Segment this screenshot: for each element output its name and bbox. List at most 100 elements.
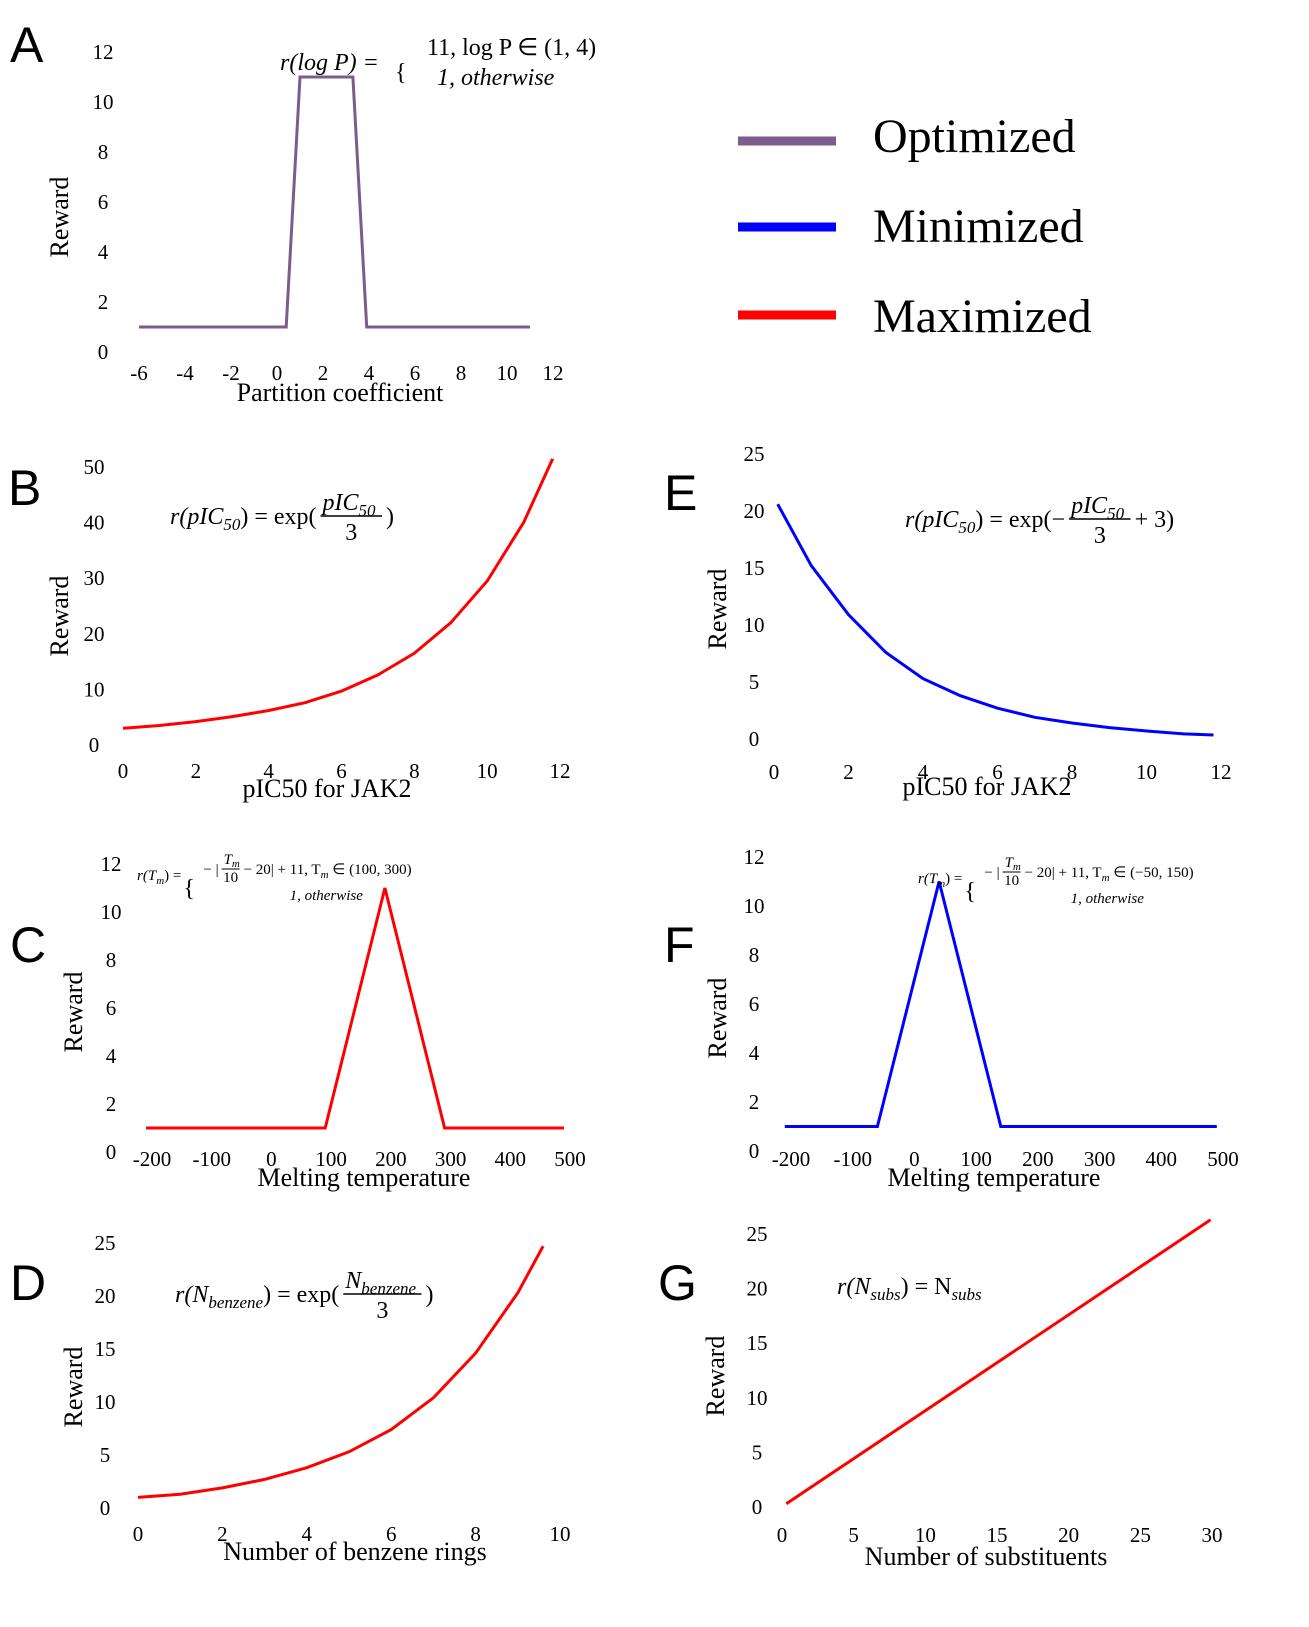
formula-brace: { — [183, 876, 195, 902]
y-tick-label: 5 — [752, 1440, 763, 1464]
formula-end: + 3) — [1135, 507, 1175, 533]
formula-lhs: r(log P) = — [280, 50, 379, 76]
x-tick-label: 100 — [960, 1147, 992, 1171]
y-axis-label: Reward — [45, 576, 74, 657]
x-tick-label: 4 — [364, 361, 375, 385]
x-tick-label: 8 — [409, 759, 420, 783]
x-tick-label: 12 — [1211, 760, 1232, 784]
formula-case-2: 1, otherwise — [1071, 891, 1145, 907]
formula-frac-num: Tm — [1005, 855, 1021, 873]
formula-case-2: 1, otherwise — [437, 65, 555, 91]
x-tick-label: 25 — [1130, 1523, 1151, 1547]
x-tick-label: -100 — [192, 1147, 231, 1171]
formula-lhs: r(Nbenzene) = exp( — [175, 1282, 339, 1312]
x-tick-label: 300 — [435, 1147, 467, 1171]
formula-brace: { — [395, 60, 407, 86]
y-tick-label: 5 — [749, 670, 760, 694]
legend: Optimized Minimized Maximized — [738, 110, 1092, 343]
x-tick-label: -100 — [833, 1147, 872, 1171]
x-axis-label: Partition coefficient — [237, 378, 445, 407]
y-tick-label: 6 — [749, 992, 760, 1016]
formula-end: ) — [426, 1282, 434, 1308]
x-tick-label: 0 — [266, 1147, 277, 1171]
y-axis-label: Reward — [59, 972, 88, 1053]
y-tick-label: 20 — [747, 1277, 768, 1301]
formula-case-1: 11, log P ∈ (1, 4) — [427, 35, 596, 61]
y-tick-label: 10 — [747, 1386, 768, 1410]
series-line — [122, 458, 555, 730]
x-tick-label: 0 — [272, 361, 283, 385]
x-tick-label: 10 — [477, 759, 498, 783]
x-tick-label: 8 — [456, 361, 467, 385]
y-tick-label: 15 — [747, 1331, 768, 1355]
y-tick-label: 40 — [84, 511, 105, 535]
x-tick-label: 200 — [375, 1147, 407, 1171]
legend-label-minimized: Minimized — [873, 200, 1084, 253]
series-line — [776, 503, 1214, 737]
panel-letter-d: D — [10, 1255, 46, 1311]
formula-case-1b: − 20| + 11, Tm ∈ (−50, 150) — [1025, 865, 1194, 884]
x-tick-label: 2 — [318, 361, 329, 385]
x-tick-label: 5 — [848, 1523, 859, 1547]
series-line — [784, 881, 1217, 1128]
formula-frac-den: 10 — [1004, 873, 1019, 889]
y-tick-label: 25 — [747, 1222, 768, 1246]
chart-panel-g: 0 5 10 15 20 25 30 0 5 10 15 20 25 Number of substitu… — [701, 1218, 1223, 1571]
panel-letter-c: C — [10, 917, 46, 973]
x-tick-label: 10 — [550, 1522, 571, 1546]
series-line — [146, 887, 564, 1130]
y-tick-label: 30 — [84, 566, 105, 590]
x-tick-label: 300 — [1084, 1147, 1116, 1171]
y-tick-label: 8 — [106, 948, 117, 972]
x-tick-label: 10 — [915, 1523, 936, 1547]
chart-panel-a: -6 -4 -2 0 2 4 6 8 10 12 0 2 4 6 8 10 12 Partition coeffi… — [45, 35, 596, 407]
formula-lhs: r(Tm) = — [918, 871, 962, 890]
y-tick-label: 0 — [100, 1496, 111, 1520]
y-tick-label: 20 — [84, 622, 105, 646]
y-axis-label: Reward — [703, 569, 732, 650]
chart-panel-b: 0 2 4 6 8 10 12 0 10 20 30 40 50 pIC50 for JAK2 Reward… — [45, 455, 571, 803]
panel-letter-g: G — [658, 1255, 697, 1311]
y-tick-label: 5 — [100, 1443, 111, 1467]
x-tick-label: 8 — [470, 1522, 481, 1546]
x-axis-label: Melting temperature — [258, 1163, 471, 1192]
y-axis-label: Reward — [45, 177, 74, 258]
formula-lhs: r(Tm) = — [137, 868, 181, 887]
y-tick-label: 15 — [744, 556, 765, 580]
x-tick-label: 20 — [1058, 1523, 1079, 1547]
y-tick-label: 10 — [744, 613, 765, 637]
x-tick-label: 0 — [133, 1522, 144, 1546]
y-tick-label: 50 — [84, 455, 105, 479]
x-tick-label: 10 — [1136, 760, 1157, 784]
y-tick-label: 12 — [101, 852, 122, 876]
x-tick-label: 400 — [1146, 1147, 1178, 1171]
y-axis-label: Reward — [703, 978, 732, 1059]
formula-brace: { — [964, 879, 976, 905]
x-tick-label: 2 — [191, 759, 202, 783]
formula-numerator: pIC50 — [1069, 493, 1125, 523]
x-tick-label: 200 — [1022, 1147, 1054, 1171]
y-tick-label: 2 — [106, 1092, 117, 1116]
formula-case-1a: − | — [984, 865, 999, 881]
chart-panel-d: 0 2 4 6 8 10 0 5 10 15 20 25 Number of benzene rings… — [59, 1231, 571, 1566]
formula-denominator: 3 — [1094, 523, 1106, 549]
x-tick-label: 4 — [263, 759, 274, 783]
panel-letter-a: A — [10, 17, 44, 73]
formula-end: ) — [386, 504, 394, 530]
formula-lhs: r(pIC50) = exp(− — [905, 507, 1065, 537]
x-tick-label: 0 — [777, 1523, 788, 1547]
series-line — [137, 1245, 545, 1499]
formula: r(Nsubs) = Nsubs — [837, 1274, 982, 1304]
x-axis-label: Number of substituents — [865, 1542, 1108, 1571]
series-line — [139, 75, 530, 329]
x-tick-label: 500 — [554, 1147, 586, 1171]
x-tick-label: 10 — [497, 361, 518, 385]
x-tick-label: 8 — [1067, 760, 1078, 784]
y-tick-label: 12 — [744, 845, 765, 869]
x-tick-label: -200 — [772, 1147, 811, 1171]
x-tick-label: 400 — [495, 1147, 527, 1171]
chart-panel-f: -200 -100 0 100 200 300 400 500 0 2 4 6 8 10 12 Melting… — [703, 845, 1239, 1192]
y-tick-label: 0 — [98, 340, 109, 364]
y-tick-label: 4 — [106, 1044, 117, 1068]
y-tick-label: 0 — [106, 1140, 117, 1164]
